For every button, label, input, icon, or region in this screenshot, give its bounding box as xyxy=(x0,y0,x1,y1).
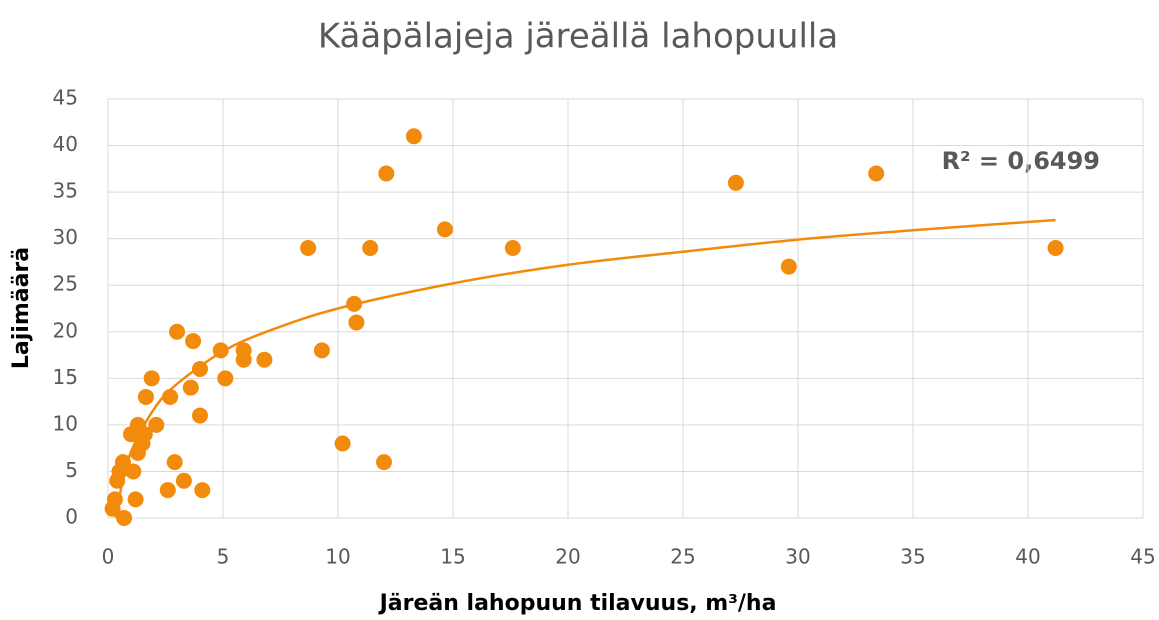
point xyxy=(194,482,211,499)
point xyxy=(1047,239,1064,256)
y-tick-label: 25 xyxy=(53,272,78,296)
point xyxy=(378,165,395,182)
trendline xyxy=(114,218,1056,519)
x-tick-label: 5 xyxy=(217,545,230,569)
point xyxy=(780,258,797,275)
point xyxy=(217,370,234,387)
y-tick-label: 10 xyxy=(53,411,78,435)
x-tick-label: 45 xyxy=(1130,545,1155,569)
y-tick-label: 40 xyxy=(53,132,78,156)
x-tick-label: 30 xyxy=(785,545,810,569)
y-axis-label: Lajimäärä xyxy=(9,247,34,369)
x-tick-label: 25 xyxy=(670,545,695,569)
point xyxy=(235,342,252,359)
y-tick-label: 30 xyxy=(53,225,78,249)
x-tick-label: 35 xyxy=(900,545,925,569)
point xyxy=(868,165,885,182)
point xyxy=(175,472,192,489)
point xyxy=(405,128,422,145)
point xyxy=(436,221,453,238)
point xyxy=(169,323,185,340)
point xyxy=(192,407,208,424)
point xyxy=(159,482,176,499)
point xyxy=(727,174,744,191)
point xyxy=(148,416,165,433)
point xyxy=(256,351,273,368)
point xyxy=(192,361,208,378)
r-squared-annotation: R² = 0,6499 xyxy=(942,147,1100,175)
point xyxy=(137,388,154,405)
y-tick-label: 45 xyxy=(53,86,78,110)
y-tick-label: 5 xyxy=(65,458,78,482)
y-tick-label: 15 xyxy=(53,365,78,389)
x-tick-label: 10 xyxy=(325,545,350,569)
x-tick-label: 20 xyxy=(555,545,580,569)
point xyxy=(125,463,142,480)
chart-title: Kääpälajeja järeällä lahopuulla xyxy=(318,17,838,57)
y-tick-label: 20 xyxy=(53,318,78,342)
y-tick-label: 0 xyxy=(65,505,78,529)
point xyxy=(348,314,365,331)
x-axis-label: Järeän lahopuun tilavuus, m³/ha xyxy=(378,591,777,616)
point xyxy=(362,239,379,256)
point xyxy=(300,239,317,256)
x-tick-label: 0 xyxy=(102,545,115,569)
point xyxy=(185,333,202,350)
point xyxy=(313,342,330,359)
point xyxy=(116,510,133,526)
point xyxy=(166,454,183,471)
point xyxy=(127,491,144,508)
point xyxy=(143,370,160,387)
point xyxy=(504,239,521,256)
point xyxy=(376,454,392,471)
x-tick-label: 15 xyxy=(440,545,465,569)
point xyxy=(182,379,199,396)
y-tick-label: 35 xyxy=(53,179,78,203)
point xyxy=(334,435,351,452)
x-tick-label: 40 xyxy=(1015,545,1040,569)
